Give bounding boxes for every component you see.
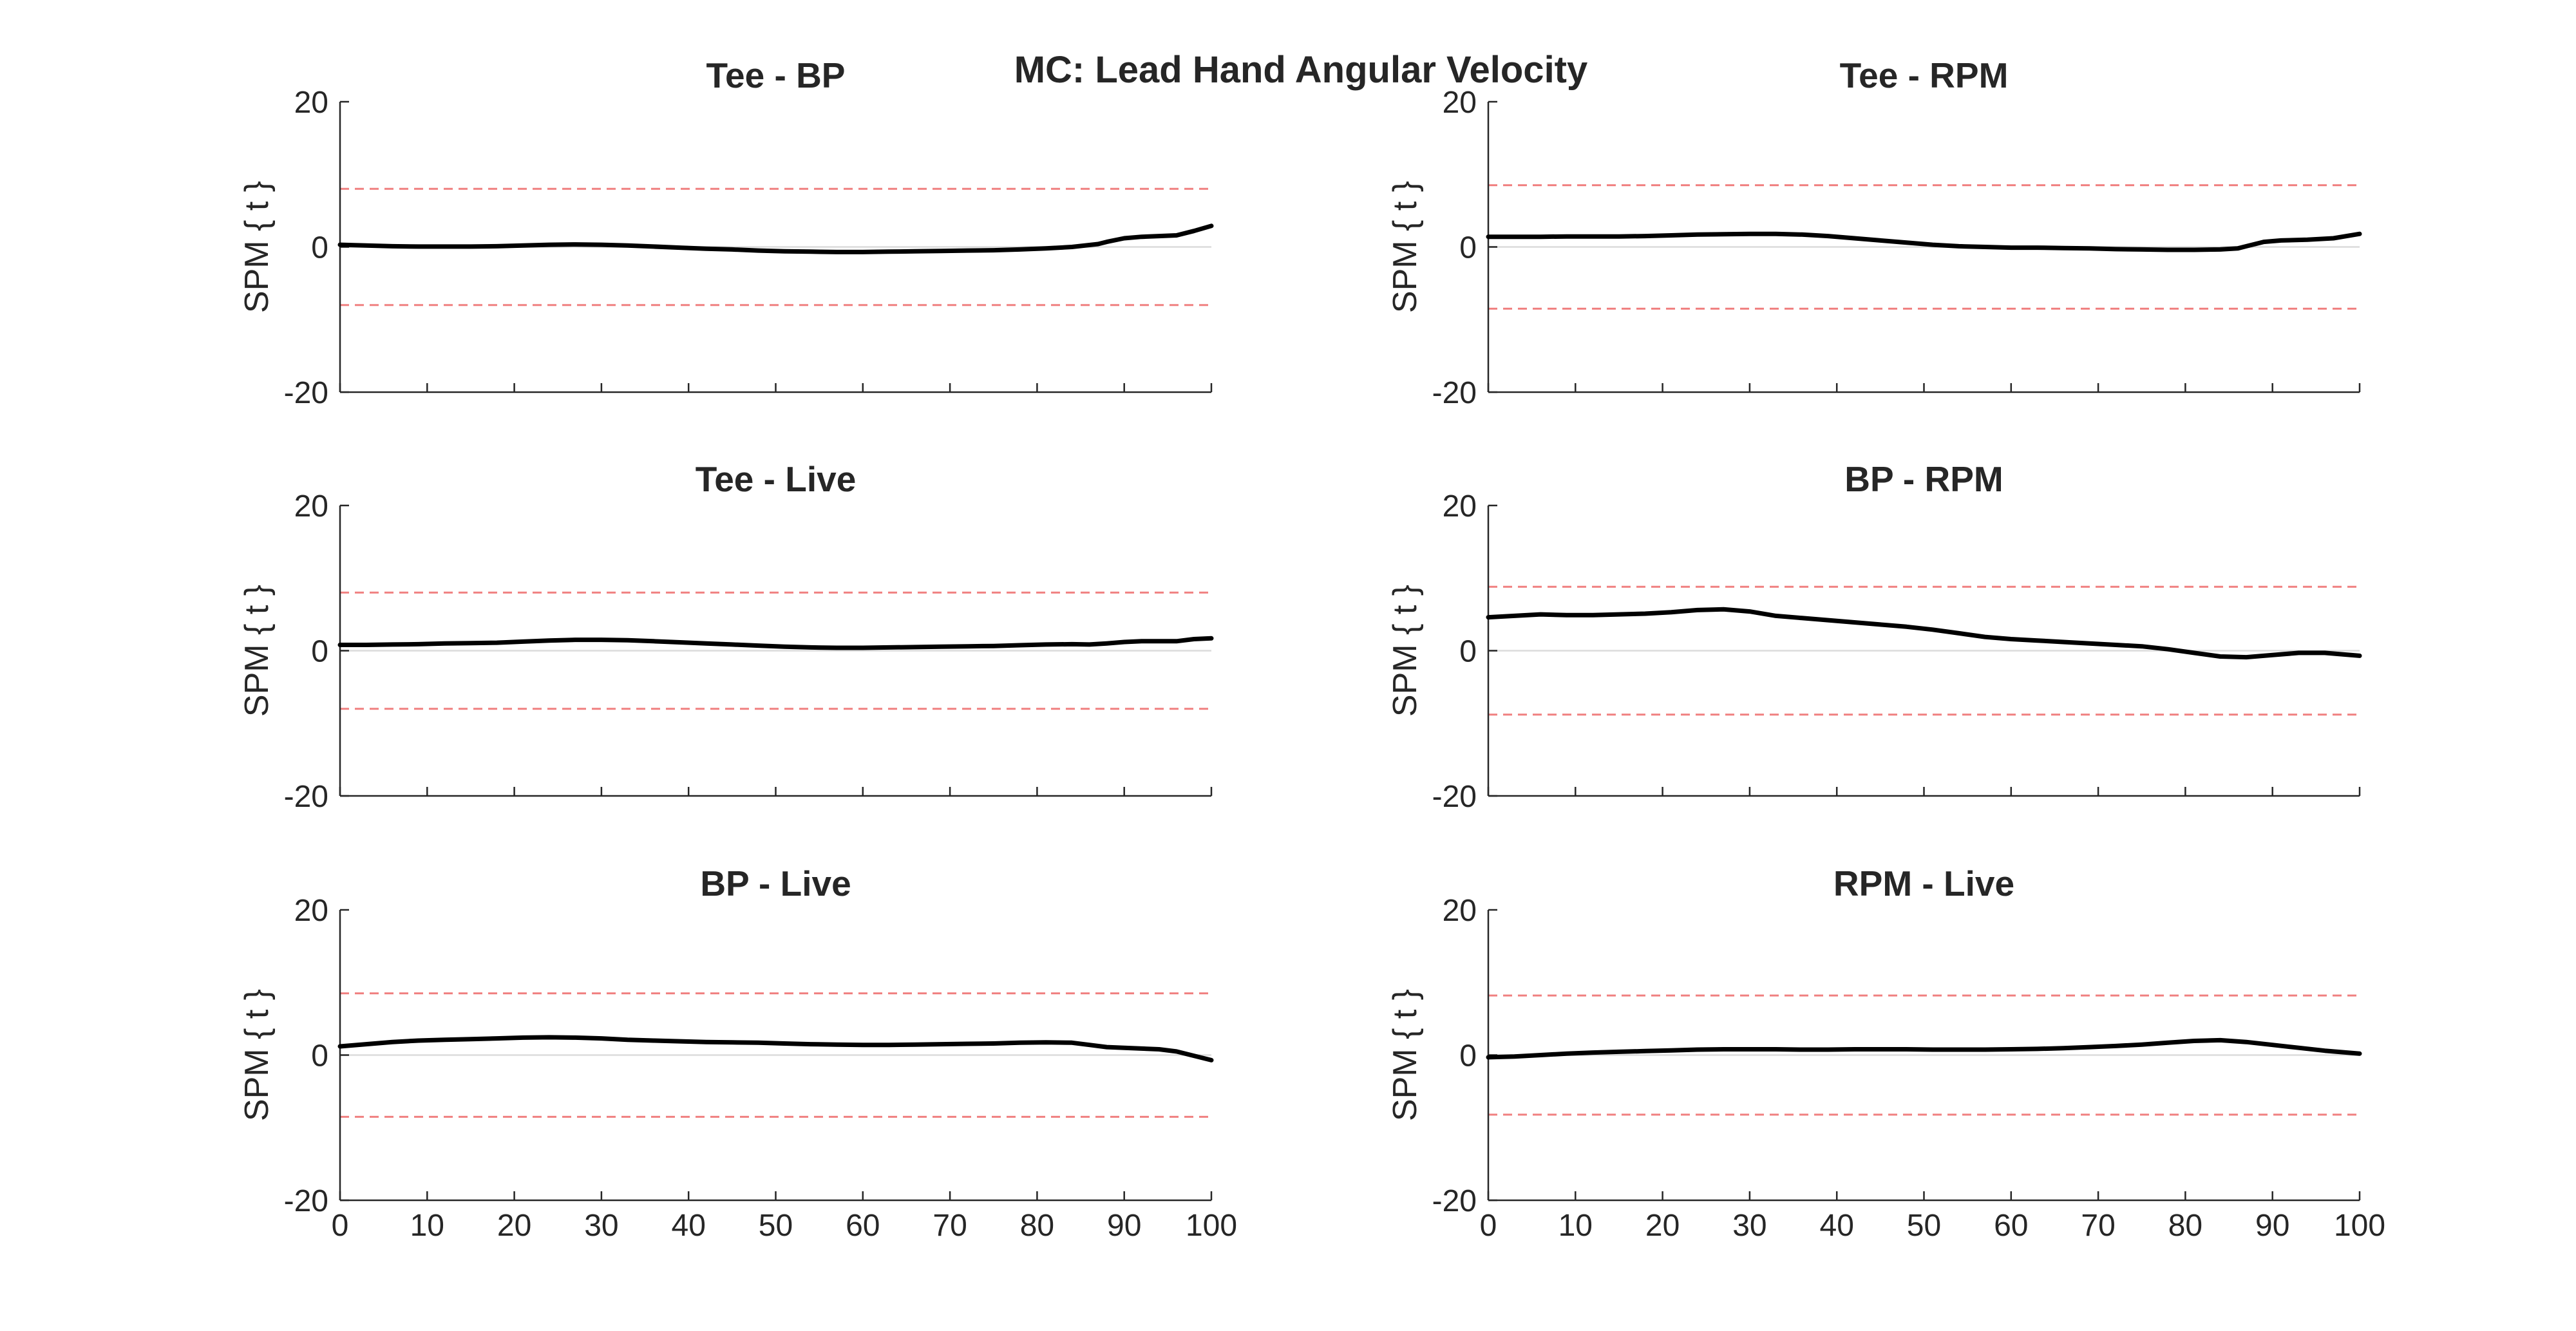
x-tick-label: 90 <box>2255 1209 2289 1243</box>
x-tick-label: 60 <box>1994 1209 2028 1243</box>
y-tick-label: -20 <box>1432 1184 1477 1218</box>
x-tick-label: 50 <box>759 1209 793 1243</box>
y-tick-label: 0 <box>1459 231 1477 265</box>
y-tick-label: -20 <box>1432 376 1477 410</box>
panel-title: BP - Live <box>700 864 851 903</box>
spm-t-curve <box>1486 1037 2362 1060</box>
y-tick-label: 20 <box>1443 894 1477 928</box>
panel-title: Tee - BP <box>706 55 846 95</box>
x-tick-label: 20 <box>497 1209 531 1243</box>
spm-t-curve <box>337 636 1214 650</box>
y-tick-label: 20 <box>294 489 328 524</box>
y-tick-label: -20 <box>284 376 328 410</box>
x-tick-label: 50 <box>1907 1209 1941 1243</box>
spm-t-curve <box>337 1035 1214 1062</box>
y-axis-label: SPM { t } <box>1387 181 1424 313</box>
y-axis-label: SPM { t } <box>238 181 276 313</box>
y-tick-label: -20 <box>1432 780 1477 814</box>
y-axis-label: SPM { t } <box>238 989 276 1121</box>
x-tick-label: 30 <box>584 1209 618 1243</box>
x-tick-label: 0 <box>332 1209 349 1243</box>
y-axis-label: SPM { t } <box>1387 585 1424 717</box>
x-tick-label: 40 <box>1820 1209 1854 1243</box>
x-tick-label: 70 <box>933 1209 967 1243</box>
y-tick-label: 0 <box>311 231 328 265</box>
panel-title: Tee - RPM <box>1840 55 2009 95</box>
x-tick-label: 0 <box>1480 1209 1497 1243</box>
panel-3: Tee - Live 20 0 -20 SPM { t } <box>238 459 1214 814</box>
x-tick-label: 20 <box>1645 1209 1680 1243</box>
x-tick-label: 100 <box>2334 1209 2385 1243</box>
x-tick-label: 30 <box>1732 1209 1766 1243</box>
x-tick-label: 70 <box>2081 1209 2115 1243</box>
spm-t-curve <box>337 223 1214 254</box>
panel-4: BP - RPM 20 0 -20 SPM { t } <box>1387 459 2362 814</box>
panel-title: Tee - Live <box>696 459 857 499</box>
x-tick-label: 40 <box>672 1209 706 1243</box>
y-tick-label: 0 <box>311 1039 328 1073</box>
panel-title: BP - RPM <box>1844 459 2003 499</box>
y-tick-label: 20 <box>1443 489 1477 524</box>
x-tick-label: 60 <box>846 1209 880 1243</box>
y-axis-label: SPM { t } <box>238 585 276 717</box>
y-tick-label: -20 <box>284 780 328 814</box>
y-tick-label: 0 <box>1459 635 1477 669</box>
x-tick-label: 80 <box>2168 1209 2202 1243</box>
figure-title: MC: Lead Hand Angular Velocity <box>1014 49 1588 91</box>
x-tick-label: 10 <box>410 1209 444 1243</box>
x-tick-label: 10 <box>1558 1209 1593 1243</box>
x-tick-label: 80 <box>1020 1209 1054 1243</box>
y-tick-label: 0 <box>311 635 328 669</box>
panel-title: RPM - Live <box>1833 864 2014 903</box>
spm-t-curve <box>1486 231 2362 252</box>
y-tick-label: -20 <box>284 1184 328 1218</box>
y-tick-label: 20 <box>1443 86 1477 120</box>
panel-1: Tee - BP 20 0 -20 SPM { t } <box>238 55 1214 410</box>
y-tick-label: 0 <box>1459 1039 1477 1073</box>
y-tick-label: 20 <box>294 86 328 120</box>
x-tick-label: 100 <box>1186 1209 1237 1243</box>
panel-2: Tee - RPM 20 0 -20 SPM { t } <box>1387 55 2362 410</box>
spm-t-curve <box>1486 607 2362 660</box>
y-axis-label: SPM { t } <box>1387 989 1424 1121</box>
y-tick-label: 20 <box>294 894 328 928</box>
x-tick-label: 90 <box>1107 1209 1141 1243</box>
